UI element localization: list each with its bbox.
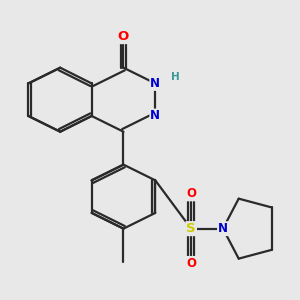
Text: N: N <box>150 77 160 90</box>
Text: N: N <box>150 110 160 122</box>
Text: S: S <box>186 222 196 235</box>
Text: O: O <box>118 30 129 43</box>
Text: O: O <box>186 257 196 270</box>
Text: O: O <box>186 188 196 200</box>
Text: H: H <box>171 72 180 82</box>
Text: N: N <box>218 222 228 235</box>
